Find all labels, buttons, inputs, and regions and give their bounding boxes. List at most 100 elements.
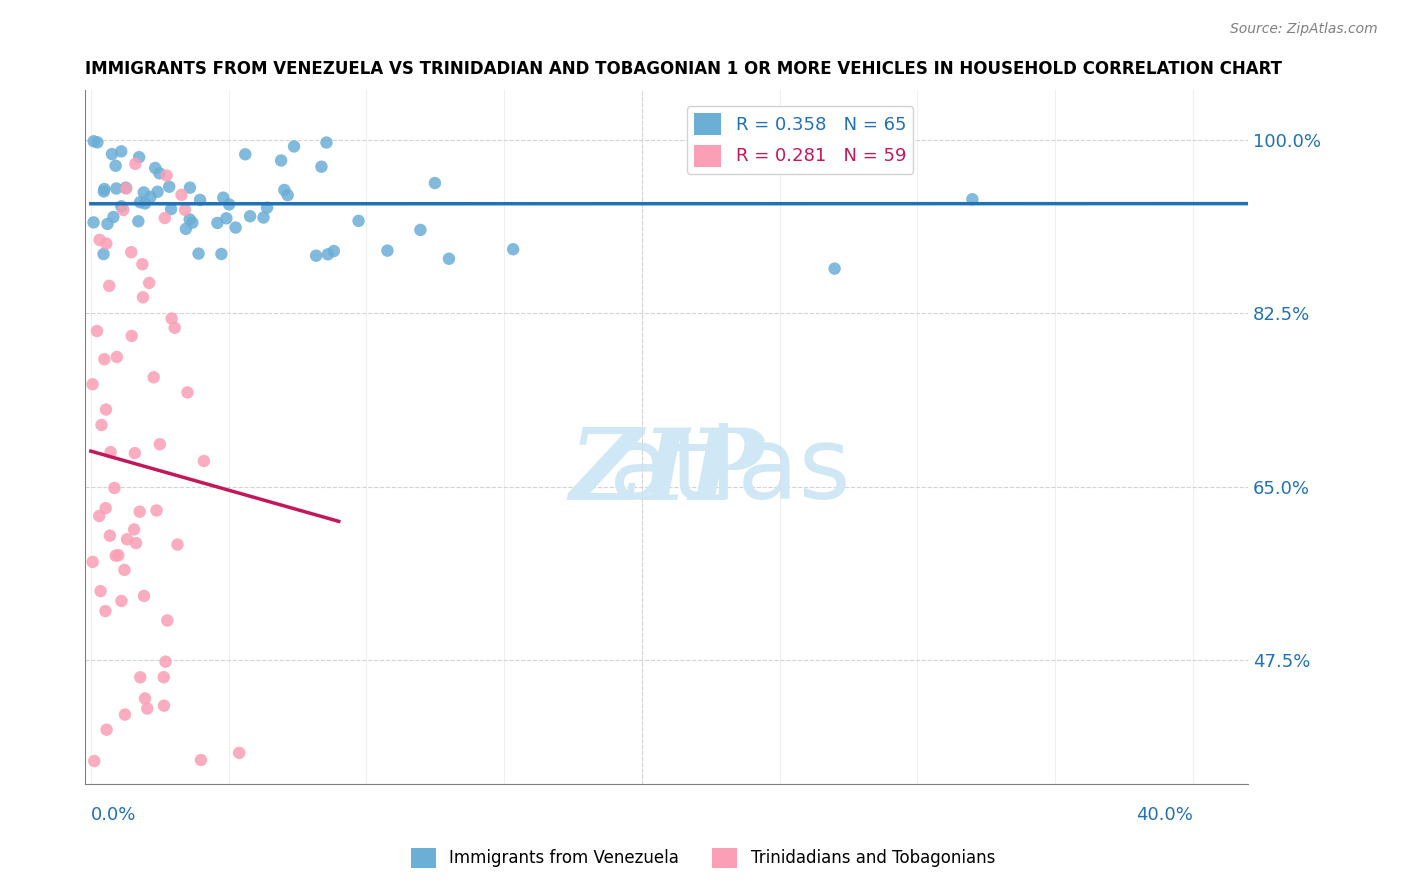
Point [124, 157, 146, 171]
Point [193, 454, 215, 468]
Point [239, 209, 262, 223]
Point [179, 180, 201, 194]
Point [136, 701, 159, 715]
Point [90, 584, 112, 599]
Point [96, 236, 118, 251]
Point [107, 548, 129, 562]
Point [160, 311, 183, 326]
Point [103, 481, 125, 495]
Text: 40.0%: 40.0% [1136, 805, 1192, 823]
Point [115, 181, 138, 195]
Point [149, 437, 172, 451]
Point [209, 247, 232, 261]
Point [104, 159, 127, 173]
Point [94, 501, 117, 516]
Point [114, 707, 136, 722]
Point [215, 211, 238, 226]
Point [170, 187, 193, 202]
Point [146, 185, 169, 199]
Point [174, 202, 197, 217]
Point [122, 523, 145, 537]
Point [124, 446, 146, 460]
Point [110, 199, 132, 213]
Point [112, 563, 135, 577]
Point [155, 169, 177, 183]
Point [155, 655, 177, 669]
Point [115, 533, 138, 547]
Point [187, 246, 209, 260]
Text: ZIP: ZIP [569, 424, 763, 520]
Point [115, 180, 138, 194]
Point [145, 503, 167, 517]
Point [270, 153, 292, 168]
Point [252, 211, 274, 225]
Point [105, 350, 128, 364]
Point [96, 723, 118, 737]
Point [132, 589, 155, 603]
Point [148, 166, 170, 180]
Point [283, 139, 305, 153]
Point [163, 320, 186, 334]
Point [139, 190, 162, 204]
Point [128, 150, 150, 164]
Text: 0.0%: 0.0% [91, 805, 136, 823]
Legend: R = 0.358   N = 65, R = 0.281   N = 59: R = 0.358 N = 65, R = 0.281 N = 59 [686, 106, 914, 174]
Point [423, 176, 446, 190]
Point [174, 222, 197, 236]
Point [127, 214, 149, 228]
Point [89, 508, 111, 523]
Point [104, 549, 127, 563]
Point [83, 215, 105, 229]
Point [82, 377, 104, 392]
Point [157, 179, 180, 194]
Point [98, 529, 121, 543]
Point [190, 753, 212, 767]
Point [128, 505, 150, 519]
Point [121, 329, 143, 343]
Point [143, 161, 166, 175]
Point [93, 352, 115, 367]
Point [82, 555, 104, 569]
Point [179, 212, 201, 227]
Point [98, 278, 121, 293]
Point [962, 192, 984, 206]
Point [129, 670, 152, 684]
Point [160, 202, 183, 216]
Point [93, 182, 115, 196]
Point [96, 217, 118, 231]
Point [105, 181, 128, 195]
Point [316, 247, 339, 261]
Point [277, 188, 299, 202]
Text: atlas: atlas [482, 424, 851, 520]
Point [437, 252, 460, 266]
Point [94, 402, 117, 417]
Point [188, 193, 211, 207]
Point [93, 247, 115, 261]
Point [218, 197, 240, 211]
Point [120, 245, 142, 260]
Point [93, 185, 115, 199]
Point [256, 201, 278, 215]
Point [153, 211, 176, 225]
Point [134, 196, 156, 211]
Point [152, 670, 174, 684]
Point [132, 290, 155, 304]
Point [176, 385, 198, 400]
Point [212, 191, 235, 205]
Point [101, 147, 124, 161]
Point [207, 216, 229, 230]
Point [347, 214, 370, 228]
Legend: Immigrants from Venezuela, Trinidadians and Tobagonians: Immigrants from Venezuela, Trinidadians … [404, 841, 1002, 875]
Point [824, 261, 846, 276]
Point [83, 754, 105, 768]
Point [225, 220, 247, 235]
Point [89, 233, 111, 247]
Point [273, 183, 295, 197]
Point [228, 746, 250, 760]
Point [131, 257, 153, 271]
Point [156, 614, 179, 628]
Point [377, 244, 399, 258]
Point [233, 147, 256, 161]
Point [83, 134, 105, 148]
Point [110, 594, 132, 608]
